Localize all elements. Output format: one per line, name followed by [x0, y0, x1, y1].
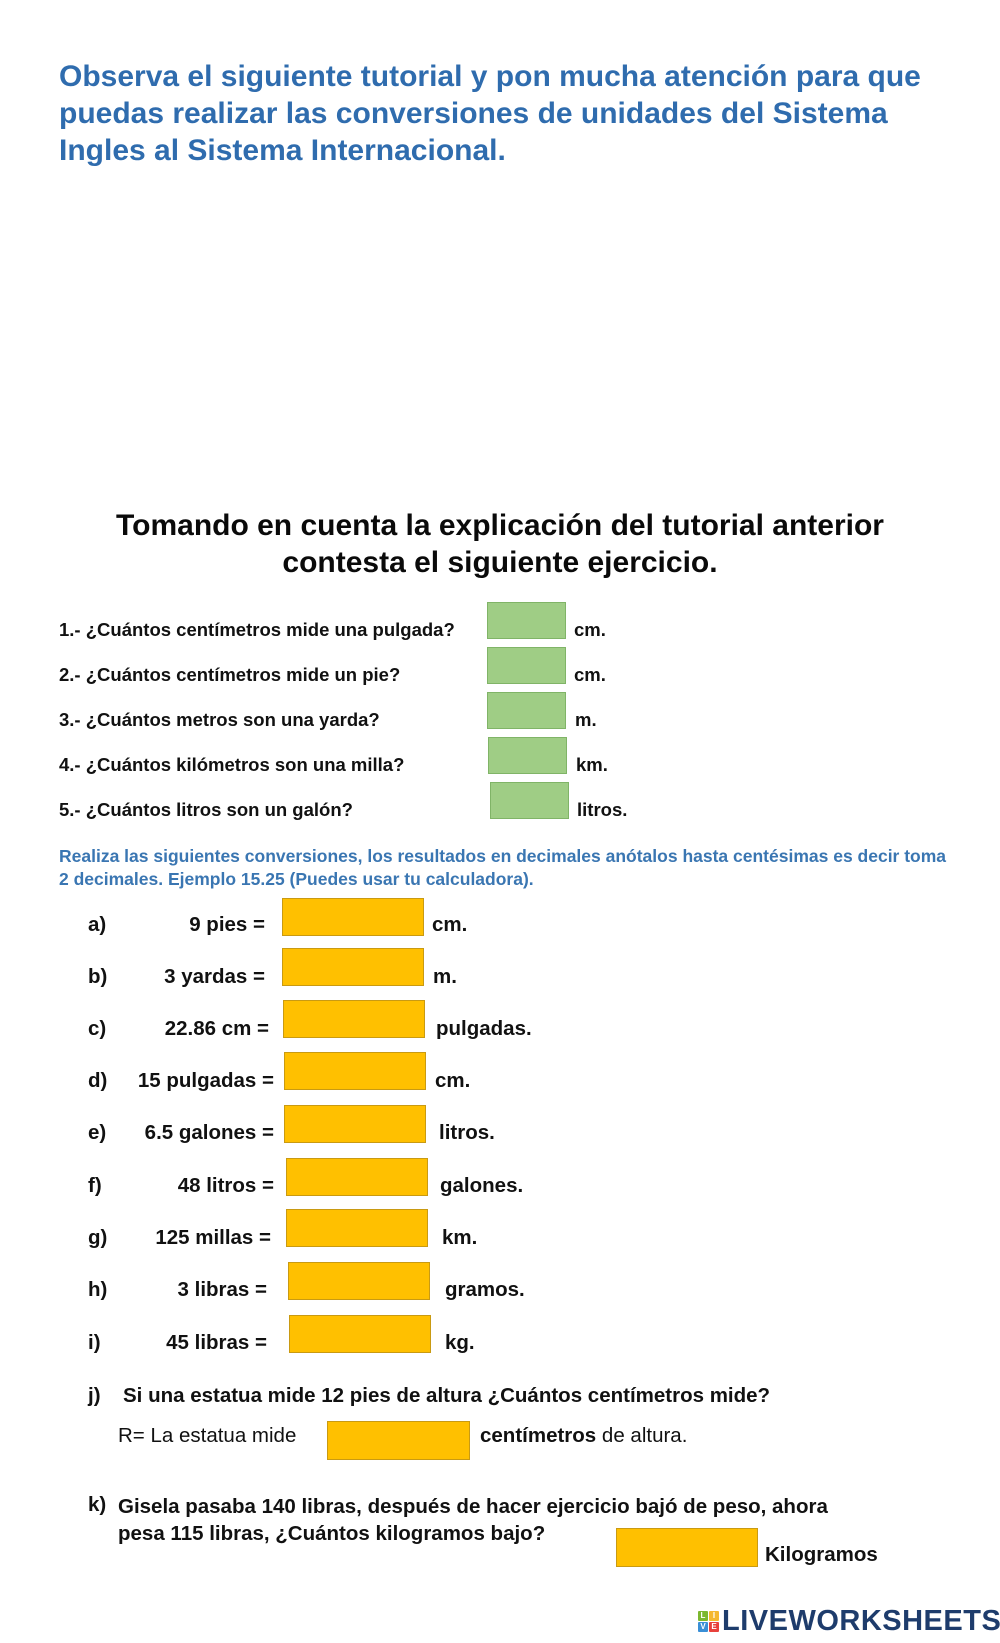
question-1-unit: cm. — [574, 619, 606, 640]
conversion-g-unit: km. — [442, 1226, 478, 1249]
conversion-g-expression: 125 millas = — [155, 1226, 271, 1249]
question-4-text: 4.- ¿Cuántos kilómetros son una milla? — [59, 754, 405, 775]
conversion-c-expression: 22.86 cm = — [164, 1017, 269, 1040]
problem-k-line2: pesa 115 libras, ¿Cuántos kilogramos baj… — [118, 1522, 546, 1545]
conversion-d-unit: cm. — [435, 1069, 471, 1092]
conversion-i-unit: kg. — [445, 1331, 475, 1354]
conversion-f-label: f) — [88, 1174, 102, 1197]
answer-input-question-5[interactable] — [490, 782, 569, 819]
conversion-b-expression: 3 yardas = — [164, 965, 265, 988]
conversion-d-label: d) — [88, 1069, 108, 1092]
question-5-unit: litros. — [577, 799, 628, 820]
answer-input-question-2[interactable] — [487, 647, 566, 684]
conversion-h-expression: 3 libras = — [177, 1278, 267, 1301]
answer-input-conversion-i[interactable] — [289, 1315, 431, 1353]
problem-j-label: j) — [88, 1384, 101, 1407]
question-5-text: 5.- ¿Cuántos litros son un galón? — [59, 799, 353, 820]
answer-input-problem-j[interactable] — [327, 1421, 470, 1460]
conversion-c-unit: pulgadas. — [436, 1017, 532, 1040]
question-3-text: 3.- ¿Cuántos metros son una yarda? — [59, 709, 380, 730]
conversion-a-unit: cm. — [432, 913, 468, 936]
logo-letter-e: E — [709, 1621, 719, 1632]
exercise-title: Tomando en cuenta la explicación del tut… — [0, 507, 1000, 581]
problem-j-question: Si una estatua mide 12 pies de altura ¿C… — [123, 1384, 771, 1407]
answer-input-conversion-g[interactable] — [286, 1209, 428, 1247]
problem-k-label: k) — [88, 1493, 107, 1516]
answer-input-conversion-c[interactable] — [283, 1000, 425, 1038]
conversion-a-expression: 9 pies = — [189, 913, 265, 936]
logo-letter-l: L — [698, 1610, 708, 1621]
conversion-h-label: h) — [88, 1278, 108, 1301]
liveworksheets-logo-icon: L I V E — [698, 1610, 719, 1632]
conversion-c-label: c) — [88, 1017, 107, 1040]
conversion-d-expression: 15 pulgadas = — [137, 1069, 274, 1092]
intro-heading: Observa el siguiente tutorial y pon much… — [59, 60, 921, 167]
problem-j-response-suffix: centímetros de altura. — [480, 1424, 687, 1448]
logo-letter-v: V — [698, 1621, 708, 1632]
question-2-text: 2.- ¿Cuántos centímetros mide un pie? — [59, 664, 401, 685]
answer-input-conversion-d[interactable] — [284, 1052, 426, 1090]
question-1-text: 1.- ¿Cuántos centímetros mide una pulgad… — [59, 619, 455, 640]
problem-k-unit: Kilogramos — [765, 1543, 878, 1566]
conversion-g-label: g) — [88, 1226, 108, 1249]
conversion-b-unit: m. — [433, 965, 457, 988]
answer-input-conversion-b[interactable] — [282, 948, 424, 986]
answer-input-conversion-h[interactable] — [288, 1262, 430, 1300]
problem-j-response-prefix: R= La estatua mide — [118, 1424, 297, 1447]
logo-letter-i: I — [709, 1610, 719, 1621]
question-4-unit: km. — [576, 754, 608, 775]
problem-k-question: Gisela pasaba 140 libras, después de hac… — [118, 1493, 828, 1547]
conversion-f-unit: galones. — [440, 1174, 524, 1197]
conversion-i-label: i) — [88, 1331, 101, 1354]
conversion-h-unit: gramos. — [445, 1278, 525, 1301]
conversion-f-expression: 48 litros = — [177, 1174, 274, 1197]
conversion-b-label: b) — [88, 965, 108, 988]
question-3-unit: m. — [575, 709, 597, 730]
conversion-a-label: a) — [88, 913, 107, 936]
answer-input-conversion-e[interactable] — [284, 1105, 426, 1143]
problem-k-line1: Gisela pasaba 140 libras, después de hac… — [118, 1495, 828, 1518]
answer-input-conversion-f[interactable] — [286, 1158, 428, 1196]
answer-input-question-3[interactable] — [487, 692, 566, 729]
conversion-e-unit: litros. — [439, 1121, 495, 1144]
conversion-e-label: e) — [88, 1121, 107, 1144]
answer-input-question-1[interactable] — [487, 602, 566, 639]
answer-input-conversion-a[interactable] — [282, 898, 424, 936]
answer-input-problem-k[interactable] — [616, 1528, 758, 1567]
exercise-title-line2: contesta el siguiente ejercicio. — [282, 546, 718, 579]
problem-j-unit: centímetros — [480, 1424, 597, 1447]
conversion-i-expression: 45 libras = — [166, 1331, 267, 1354]
question-2-unit: cm. — [574, 664, 606, 685]
exercise-title-line1: Tomando en cuenta la explicación del tut… — [116, 509, 884, 542]
answer-input-question-4[interactable] — [488, 737, 567, 774]
liveworksheets-logo: L I V E LIVEWORKSHEETS — [698, 1605, 1000, 1637]
liveworksheets-logo-text: LIVEWORKSHEETS — [722, 1605, 1000, 1637]
conversion-instructions: Realiza las siguientes conversiones, los… — [59, 846, 947, 889]
problem-j-suffix-text: de altura. — [596, 1424, 688, 1447]
conversion-e-expression: 6.5 galones = — [144, 1121, 274, 1144]
